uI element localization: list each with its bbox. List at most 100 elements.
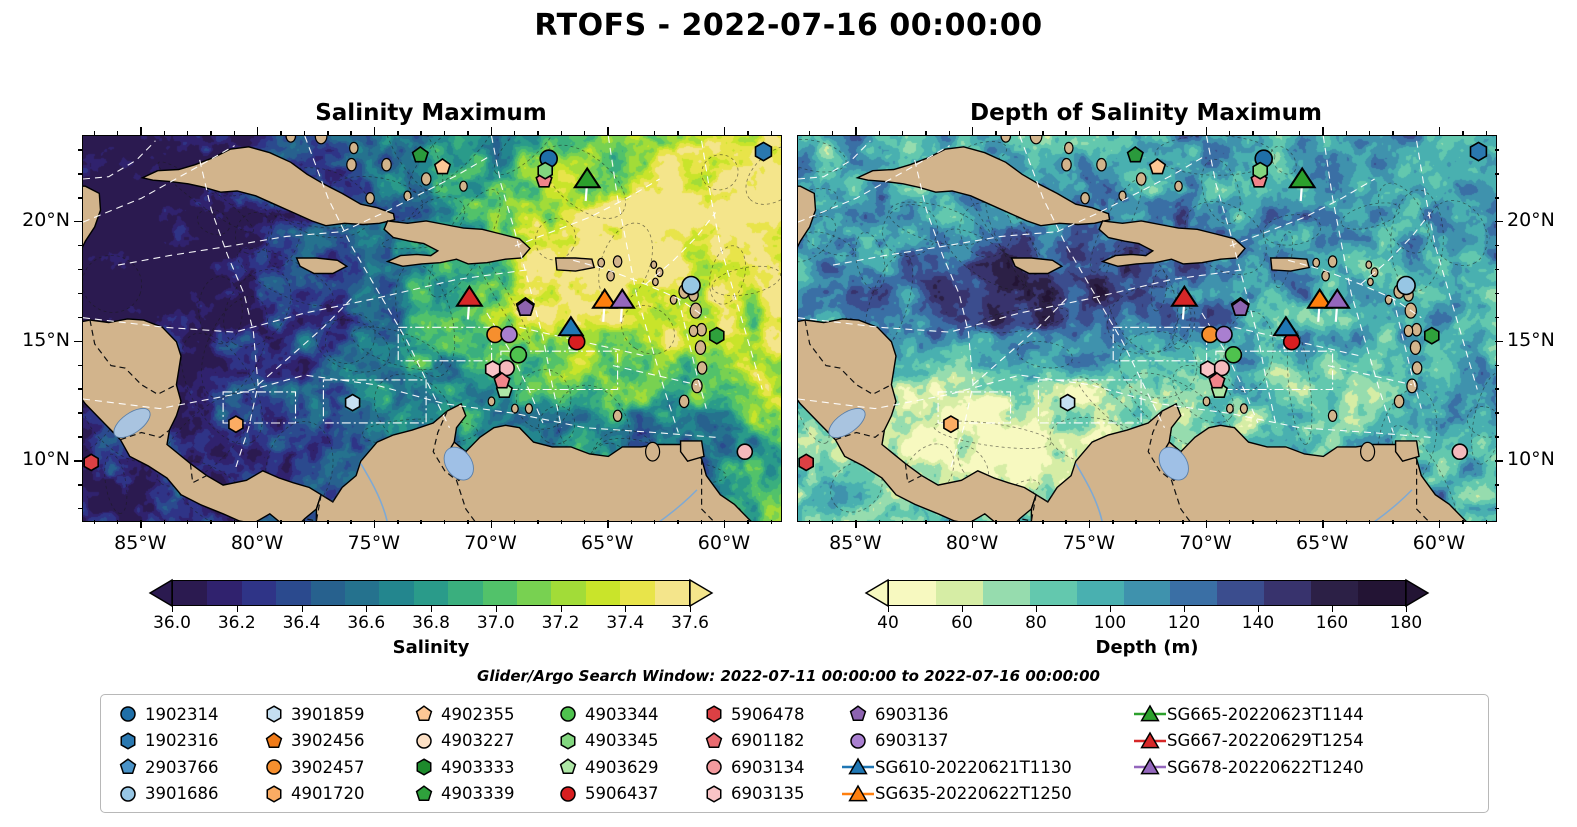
marker-6903135[interactable] <box>484 360 501 379</box>
marker-6901182[interactable] <box>493 372 511 389</box>
legend-item-SG635-20220622T1250[interactable]: SG635-20220622T1250 <box>841 781 1072 808</box>
legend-item-3901686[interactable]: 3901686 <box>111 781 219 808</box>
xtick-minor-0--66 <box>583 520 586 524</box>
marker-6903136[interactable] <box>516 298 535 316</box>
legend-item-1902316[interactable]: 1902316 <box>111 728 219 755</box>
xtick-top-1--71 <box>1182 131 1184 135</box>
legend-label-SG610-20220621T1130: SG610-20220621T1130 <box>875 757 1072 777</box>
legend-item-4902355[interactable]: 4902355 <box>407 701 515 728</box>
legend-item-5906437[interactable]: 5906437 <box>551 781 659 808</box>
legend-item-5906478[interactable]: 5906478 <box>697 701 805 728</box>
marker-SG667[interactable] <box>1170 284 1199 307</box>
xtick-minor-1--79 <box>995 520 997 524</box>
marker-SG678[interactable] <box>1323 287 1351 309</box>
marker-4903333[interactable] <box>1423 326 1440 345</box>
legend-item-6901182[interactable]: 6901182 <box>697 728 805 755</box>
marker-4903339[interactable] <box>1126 146 1144 163</box>
legend-item-SG678-20220622T1240[interactable]: SG678-20220622T1240 <box>1133 754 1364 781</box>
legend-item-6903137[interactable]: 6903137 <box>841 728 1072 755</box>
legend-item-4903629[interactable]: 4903629 <box>551 754 659 781</box>
legend-item-1902314[interactable]: 1902314 <box>111 701 219 728</box>
marker-3901686[interactable] <box>1396 275 1416 296</box>
pentagon-marker-icon <box>415 785 433 801</box>
marker-6903134[interactable] <box>736 443 754 461</box>
map-salinity-maximum[interactable] <box>82 135 782 522</box>
marker-3901686[interactable] <box>681 275 701 296</box>
marker-3901859[interactable] <box>344 393 361 412</box>
marker-4901720[interactable] <box>228 415 244 434</box>
legend-item-4901720[interactable]: 4901720 <box>257 781 365 808</box>
legend-marker-glyph <box>706 705 722 723</box>
marker-4903339[interactable] <box>411 146 429 163</box>
map-depth-of-salinity-maximum[interactable] <box>797 135 1497 522</box>
marker-4903345[interactable] <box>1252 161 1269 180</box>
marker-SG635[interactable] <box>1306 287 1334 309</box>
marker-SG610[interactable] <box>1272 315 1300 337</box>
colorbar-segment-1-1 <box>935 581 983 605</box>
xtick-minor-1--81 <box>948 520 951 524</box>
profile-markers-0[interactable] <box>83 141 773 472</box>
profile-markers-1[interactable] <box>798 141 1488 472</box>
marker-6901182[interactable] <box>1208 372 1226 389</box>
marker-6903135[interactable] <box>1199 360 1216 379</box>
xtick-top-1--58 <box>1485 131 1488 135</box>
marker-1902316[interactable] <box>1469 141 1488 162</box>
land-southam <box>315 402 752 521</box>
legend-item-4903344[interactable]: 4903344 <box>551 701 659 728</box>
legend-item-6903136[interactable]: 6903136 <box>841 701 1072 728</box>
legend-item-SG667-20220629T1254[interactable]: SG667-20220629T1254 <box>1133 728 1364 755</box>
ytick-minor-0-22 <box>78 173 82 175</box>
border-10 <box>1416 458 1430 521</box>
yticklabel-1-2: 10°N <box>1507 448 1555 471</box>
marker-4901720[interactable] <box>943 415 959 434</box>
marker-3902456[interactable] <box>1148 158 1167 175</box>
land-puertorico <box>554 257 596 272</box>
marker-4903333[interactable] <box>708 326 725 345</box>
marker-3901859[interactable] <box>1059 393 1076 412</box>
marker-SG667[interactable] <box>455 284 484 307</box>
marker-6903134[interactable] <box>1451 443 1469 461</box>
legend-item-4903339[interactable]: 4903339 <box>407 781 515 808</box>
marker-4903345[interactable] <box>537 161 554 180</box>
marker-5906478[interactable] <box>83 453 99 472</box>
colorbar-segment-1-9 <box>1311 581 1359 605</box>
marker-SG665[interactable] <box>572 166 602 189</box>
legend-item-SG610-20220621T1130[interactable]: SG610-20220621T1130 <box>841 754 1072 781</box>
marker-SG635[interactable] <box>591 287 619 309</box>
marker-6903137[interactable] <box>500 325 518 344</box>
marker-SG665[interactable] <box>1287 166 1317 189</box>
marker-6903136[interactable] <box>1231 298 1250 316</box>
xtick-top-1--77 <box>1042 131 1044 135</box>
marker-SG610[interactable] <box>557 315 585 337</box>
legend-item-2903766[interactable]: 2903766 <box>111 754 219 781</box>
legend-item-4903227[interactable]: 4903227 <box>407 728 515 755</box>
island-16 <box>612 255 623 268</box>
colorbar-segment-1-7 <box>1217 581 1265 605</box>
circle-marker-icon <box>560 786 576 802</box>
legend-marker-glyph <box>849 705 867 722</box>
legend-item-3902457[interactable]: 3902457 <box>257 754 365 781</box>
marker-6903137[interactable] <box>1215 325 1233 344</box>
legend-item-4903333[interactable]: 4903333 <box>407 754 515 781</box>
xtick-top-1--62 <box>1392 131 1394 135</box>
marker-4903344[interactable] <box>509 346 528 364</box>
legend-item-SG665-20220623T1144[interactable]: SG665-20220623T1144 <box>1133 701 1364 728</box>
marker-3902456[interactable] <box>433 158 452 175</box>
legend-item-3902456[interactable]: 3902456 <box>257 728 365 755</box>
legend-item-4903345[interactable]: 4903345 <box>551 728 659 755</box>
legend[interactable]: 1902314 1902316 2903766 3901686 3901859 39024… <box>100 694 1489 813</box>
legend-item-6903135[interactable]: 6903135 <box>697 781 805 808</box>
marker-4903344[interactable] <box>1224 346 1243 364</box>
island-7 <box>1406 378 1418 394</box>
border-7 <box>304 494 322 521</box>
marker-5906478[interactable] <box>798 453 814 472</box>
xtick-minor-1--64 <box>1345 520 1347 524</box>
marker-1902316[interactable] <box>754 141 773 162</box>
marker-SG678[interactable] <box>608 287 636 309</box>
xtick-minor-1--78 <box>1018 520 1021 524</box>
xtick-top-0--77 <box>327 131 329 135</box>
legend-column-1: 3901859 3902456 3902457 4901720 <box>257 701 365 807</box>
colorbar-ticklabel-0-8: 37.6 <box>671 613 709 633</box>
legend-item-3901859[interactable]: 3901859 <box>257 701 365 728</box>
legend-item-6903134[interactable]: 6903134 <box>697 754 805 781</box>
